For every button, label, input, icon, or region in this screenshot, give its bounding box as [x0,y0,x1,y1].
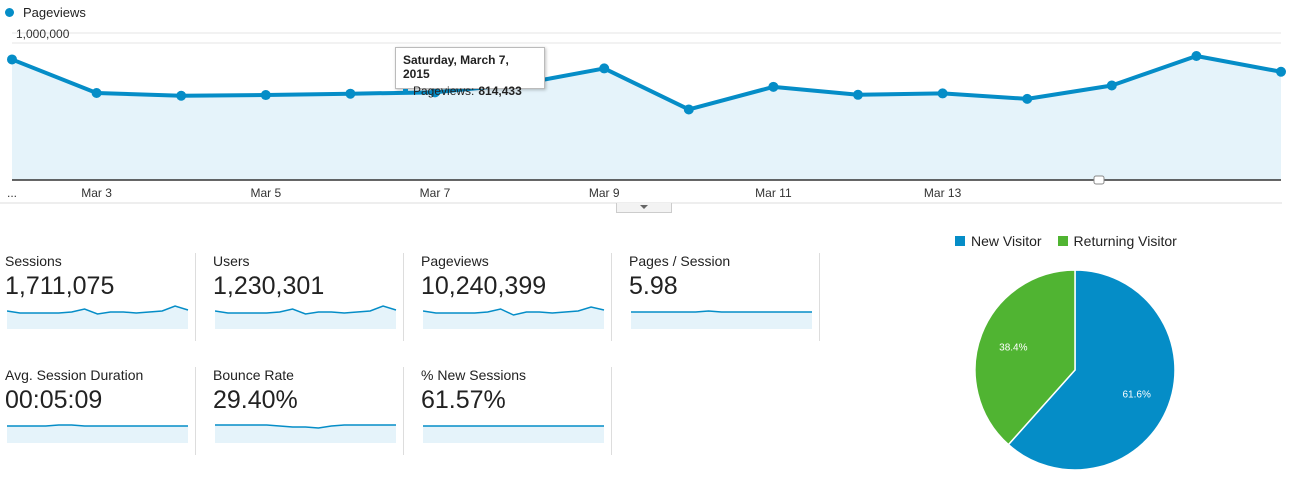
pageviews-point [853,89,863,100]
sparkline-area [423,426,604,443]
metric-value: 29.40% [213,386,298,414]
sparkline-area [7,425,188,443]
pie-legend: New Visitor Returning Visitor [955,233,1193,249]
pageviews-point [1106,80,1117,91]
metric-sparkline [423,425,604,443]
metric-pages-session[interactable]: Pages / Session 5.98 [629,253,820,341]
legend-new-visitor[interactable]: New Visitor [955,233,1042,249]
x-tick-label: Mar 11 [755,186,792,200]
sparkline-line [7,305,189,315]
visitor-pie-chart: 61.6% 38.4% [974,269,1176,471]
sparkline-line [7,424,188,427]
metric-new-sessions[interactable]: % New Sessions 61.57% [421,367,612,455]
metric-avg-session-duration[interactable]: Avg. Session Duration 00:05:09 [5,367,196,455]
pageviews-point [430,87,440,98]
pie-slice-label: 38.4% [999,342,1027,353]
metric-label: Avg. Session Duration [5,367,144,383]
metric-value: 5.98 [629,272,678,300]
pie-slice-label: 61.6% [1122,390,1150,401]
pageviews-point [683,104,694,115]
pie-slice-returning-visitor [974,269,1076,446]
metric-sparkline [7,305,189,329]
metric-sparkline [423,306,605,329]
returning-visitor-swatch [1057,236,1068,246]
sparkline-area [7,306,188,329]
metric-label: Sessions [5,253,62,269]
x-tick-label: ... [7,186,17,200]
chart-tooltip: Saturday, March 7, 2015 Pageviews: 814,4… [395,47,545,98]
metric-sparkline [215,305,397,329]
metric-value: 61.57% [421,386,506,414]
tooltip-value: 814,433 [478,84,522,98]
pageviews-point [1191,51,1202,62]
tooltip-series-marker [403,88,408,94]
metric-label: Pageviews [421,253,489,269]
legend-returning-visitor[interactable]: Returning Visitor [1057,233,1177,249]
legend-label: Pageviews [23,5,86,20]
sparkline-line [215,424,396,429]
sparkline-area [215,425,396,443]
sparkline-line [215,305,397,315]
metric-sessions[interactable]: Sessions 1,711,075 [5,253,196,341]
pageviews-point [937,88,948,99]
metric-users[interactable]: Users 1,230,301 [213,253,404,341]
returning-visitor-label: Returning Visitor [1073,233,1177,249]
metric-sparkline [631,310,812,329]
metric-label: Pages / Session [629,253,731,269]
pageviews-point [260,90,271,101]
new-visitor-label: New Visitor [971,233,1042,249]
pageviews-point [91,88,102,99]
chart-legend[interactable]: Pageviews [5,5,86,20]
annotation-marker [1093,175,1105,185]
metric-label: Users [213,253,250,269]
tooltip-label: Pageviews: [413,84,475,98]
pageviews-point [1276,66,1286,77]
metric-label: Bounce Rate [213,367,294,383]
new-visitor-swatch [955,236,965,246]
metric-value: 00:05:09 [5,386,103,414]
metric-sparkline [7,424,188,443]
sparkline-area [631,311,812,329]
sparkline-line [423,306,605,316]
pie-slice-new-visitor [1007,269,1176,471]
pageviews-point [7,54,17,65]
y-tick-label: 1,000,000 [16,27,70,41]
x-tick-label: Mar 5 [250,186,281,200]
tooltip-date: Saturday, March 7, 2015 [403,53,509,81]
metric-bounce-rate[interactable]: Bounce Rate 29.40% [213,367,404,455]
pageviews-line [11,54,1282,112]
collapse-chart-toggle[interactable] [616,203,672,213]
sparkline-area [423,307,604,329]
pageviews-point [345,88,356,99]
metric-value: 1,230,301 [213,272,325,300]
pageviews-point [768,81,779,92]
pageviews-point [176,90,187,101]
metric-sparkline [215,424,396,443]
x-tick-label: Mar 13 [924,186,962,200]
x-tick-label: Mar 3 [81,186,112,200]
pageviews-legend-dot [5,8,14,17]
x-tick-label: Mar 7 [420,186,451,200]
sparkline-line [631,310,812,313]
metric-label: % New Sessions [421,367,527,383]
metric-value: 10,240,399 [421,272,547,300]
pageviews-point [1022,93,1033,104]
sparkline-area [215,306,396,329]
x-tick-label: Mar 9 [589,186,620,200]
metric-value: 1,711,075 [5,272,115,300]
pageviews-area [12,56,1281,180]
metric-pageviews[interactable]: Pageviews 10,240,399 [421,253,612,341]
pageviews-point [599,63,610,74]
